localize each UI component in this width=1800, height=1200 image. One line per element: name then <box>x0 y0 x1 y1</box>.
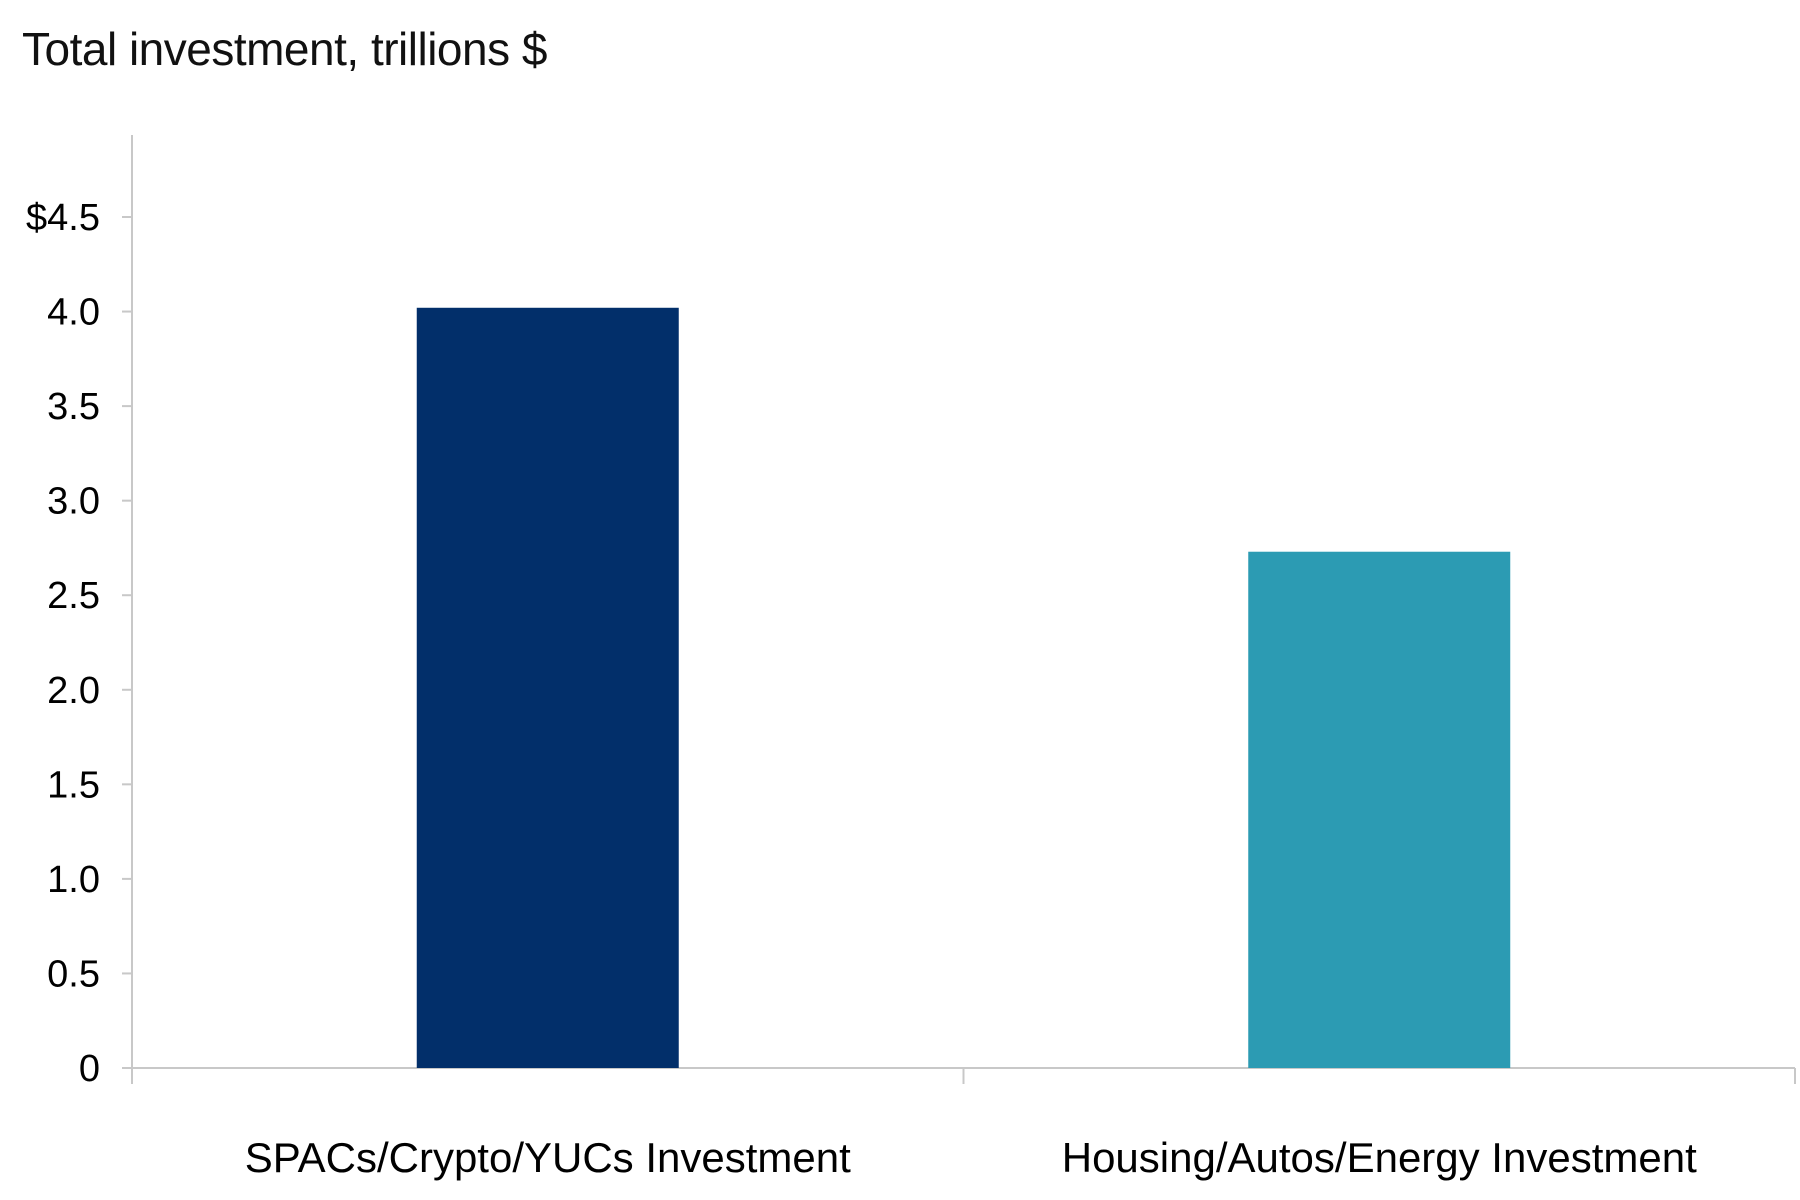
y-tick-label: 0.5 <box>47 953 100 995</box>
chart-title: Total investment, trillions $ <box>22 23 547 75</box>
y-tick-label: 3.0 <box>47 481 100 523</box>
y-tick-label: 0 <box>79 1048 100 1090</box>
y-tick-label: 1.0 <box>47 859 100 901</box>
bar-1 <box>1248 551 1511 1068</box>
bars <box>416 307 1511 1069</box>
y-tick-label: 2.0 <box>47 670 100 712</box>
x-category-label: SPACs/Crypto/YUCs Investment <box>245 1134 851 1181</box>
bar-0 <box>416 307 679 1069</box>
y-tick-label: 2.5 <box>47 575 100 617</box>
y-tick-label: $4.5 <box>26 197 100 239</box>
y-tick-label: 1.5 <box>47 764 100 806</box>
labels: 0 0.5 1.0 1.5 2.0 2.5 3.0 3.5 4.0 $4.5 SPACs/Crypt… <box>26 197 1697 1181</box>
x-category-label: Housing/Autos/Energy Investment <box>1062 1134 1697 1181</box>
y-tick-label: 3.5 <box>47 386 100 428</box>
y-tick-label: 4.0 <box>47 292 100 334</box>
axes <box>122 135 1796 1084</box>
